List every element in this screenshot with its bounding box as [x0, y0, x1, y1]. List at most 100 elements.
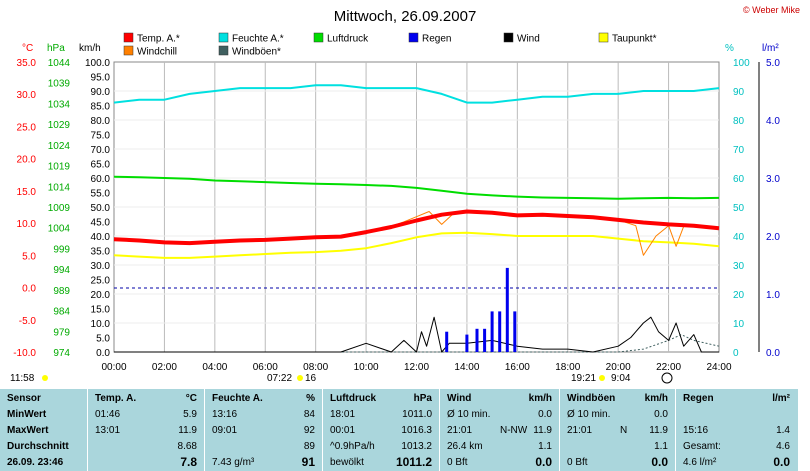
- stats-row-label: MinWert: [7, 409, 47, 420]
- stats-time: 7.43 g/m³: [212, 457, 255, 468]
- rain-bar: [465, 334, 469, 352]
- rain-tick-label: 2.0: [766, 232, 780, 243]
- legend-label: Windchill: [137, 47, 177, 58]
- wind-tick-label: 100.0: [85, 58, 110, 69]
- stats-time: ^0.9hPa/h: [330, 441, 375, 452]
- wind-tick-label: 45.0: [91, 218, 111, 229]
- pressure-tick-label: 1039: [48, 79, 71, 90]
- stats-time: 21:01: [447, 425, 473, 436]
- statistics-panel: Sensor MinWert MaxWert Durchschnitt 26.09. 2…: [0, 389, 798, 471]
- stats-row-label: 26.09. 23:46: [7, 457, 64, 468]
- rain-bar: [498, 311, 502, 352]
- time-tick-label: 08:00: [303, 362, 328, 373]
- stats-direction: N-NW: [500, 425, 528, 436]
- pressure-tick-label: 1019: [48, 162, 71, 173]
- time-axis: 00:00 02:00 04:00 06:00 08:00 10:00 12:00 14:00…: [101, 362, 731, 373]
- stats-value: 84: [303, 409, 315, 420]
- humidity-tick-label: 0: [733, 348, 739, 359]
- humidity-tick-label: 10: [733, 319, 745, 330]
- temp-tick-label: -5.0: [19, 316, 37, 327]
- humidity-tick-label: 50: [733, 203, 745, 214]
- stats-time: 01:46: [95, 409, 121, 420]
- legend-label: Temp. A.*: [137, 34, 180, 45]
- humidity-tick-label: 80: [733, 116, 745, 127]
- stats-header: Temp. A.: [95, 393, 137, 404]
- stats-time: Ø 10 min.: [447, 409, 491, 420]
- legend-swatch: [218, 32, 229, 43]
- stats-time: 0 Bft: [567, 457, 588, 468]
- rain-axis-unit: l/m²: [762, 43, 779, 54]
- legend-label: Regen: [422, 34, 451, 45]
- rain-bar: [445, 331, 449, 352]
- stats-value: 1011.2: [395, 455, 432, 469]
- sunset-time: 19:21: [571, 373, 596, 384]
- stats-column-separator: [87, 389, 88, 471]
- stats-time: 09:01: [212, 425, 238, 436]
- stats-header-unit: °C: [185, 393, 197, 404]
- sunrise-suffix: 16: [305, 373, 317, 384]
- pressure-tick-label: 979: [53, 327, 70, 338]
- temp-tick-label: 30.0: [17, 90, 37, 101]
- pressure-tick-label: 974: [53, 348, 70, 359]
- stats-header-unit: km/h: [644, 393, 668, 404]
- wind-tick-label: 90.0: [91, 87, 111, 98]
- pressure-tick-label: 984: [53, 307, 70, 318]
- stats-value: 8.68: [177, 441, 197, 452]
- legend-swatch: [598, 32, 609, 43]
- sunrise-icon: [297, 375, 303, 381]
- copyright-label: © Weber Mike: [743, 5, 800, 15]
- wind-tick-label: 15.0: [91, 305, 111, 316]
- humidity-tick-label: 100: [733, 58, 750, 69]
- wind-tick-label: 5.0: [96, 334, 110, 345]
- stats-value: 5.9: [183, 409, 197, 420]
- stats-value: 0.0: [535, 455, 552, 469]
- stats-header-unit: km/h: [528, 393, 552, 404]
- stats-value: 1011.0: [402, 409, 432, 420]
- series-line-taupunkt: [113, 231, 720, 259]
- stats-header-unit: l/m²: [772, 393, 790, 404]
- stats-value: 0.0: [538, 409, 552, 420]
- pressure-tick-label: 1004: [48, 224, 71, 235]
- stats-time: Gesamt:: [683, 441, 721, 452]
- time-tick-label: 02:00: [152, 362, 177, 373]
- stats-header: Feuchte A.: [212, 393, 263, 404]
- legend-label: Wind: [517, 34, 540, 45]
- wind-tick-label: 70.0: [91, 145, 111, 156]
- stats-value: 89: [303, 441, 315, 452]
- stats-value: 0.0: [651, 455, 668, 469]
- chart-title: Mittwoch, 26.09.2007: [334, 8, 477, 25]
- series-line-wind: [114, 316, 719, 353]
- pressure-tick-label: 994: [53, 265, 70, 276]
- stats-column-separator: [559, 389, 560, 471]
- stats-value: 7.8: [180, 455, 197, 469]
- rain-bar: [483, 328, 487, 352]
- stats-time: 4.6 l/m²: [683, 457, 717, 468]
- series-line-luftdruck: [113, 175, 720, 200]
- stats-value: 1.1: [538, 441, 552, 452]
- legend-label: Windböen*: [232, 47, 281, 58]
- legend-swatch: [313, 32, 324, 43]
- stats-time: 15:16: [683, 425, 709, 436]
- sunset-suffix: 9:04: [611, 373, 631, 384]
- legend-label: Luftdruck: [327, 34, 369, 45]
- rain-bar: [513, 311, 517, 352]
- stats-column-separator: [675, 389, 676, 471]
- temp-tick-label: 20.0: [17, 155, 37, 166]
- stats-time: 00:01: [330, 425, 356, 436]
- stats-value: 1016.3: [401, 425, 432, 436]
- rain-tick-label: 1.0: [766, 290, 780, 301]
- wind-tick-label: 40.0: [91, 232, 111, 243]
- humidity-tick-label: 30: [733, 261, 745, 272]
- stats-value: 1.1: [654, 441, 668, 452]
- time-tick-label: 24:00: [706, 362, 731, 373]
- stats-time: 13:16: [212, 409, 238, 420]
- temp-tick-label: 15.0: [17, 187, 37, 198]
- wind-tick-label: 80.0: [91, 116, 111, 127]
- time-tick-label: 16:00: [505, 362, 530, 373]
- wind-tick-label: 25.0: [91, 276, 111, 287]
- sun-left-label: 11:58: [10, 373, 35, 384]
- temp-axis-unit: °C: [22, 43, 33, 54]
- stats-value: 0.0: [773, 455, 790, 469]
- time-tick-label: 00:00: [101, 362, 126, 373]
- legend-label: Feuchte A.*: [232, 34, 284, 45]
